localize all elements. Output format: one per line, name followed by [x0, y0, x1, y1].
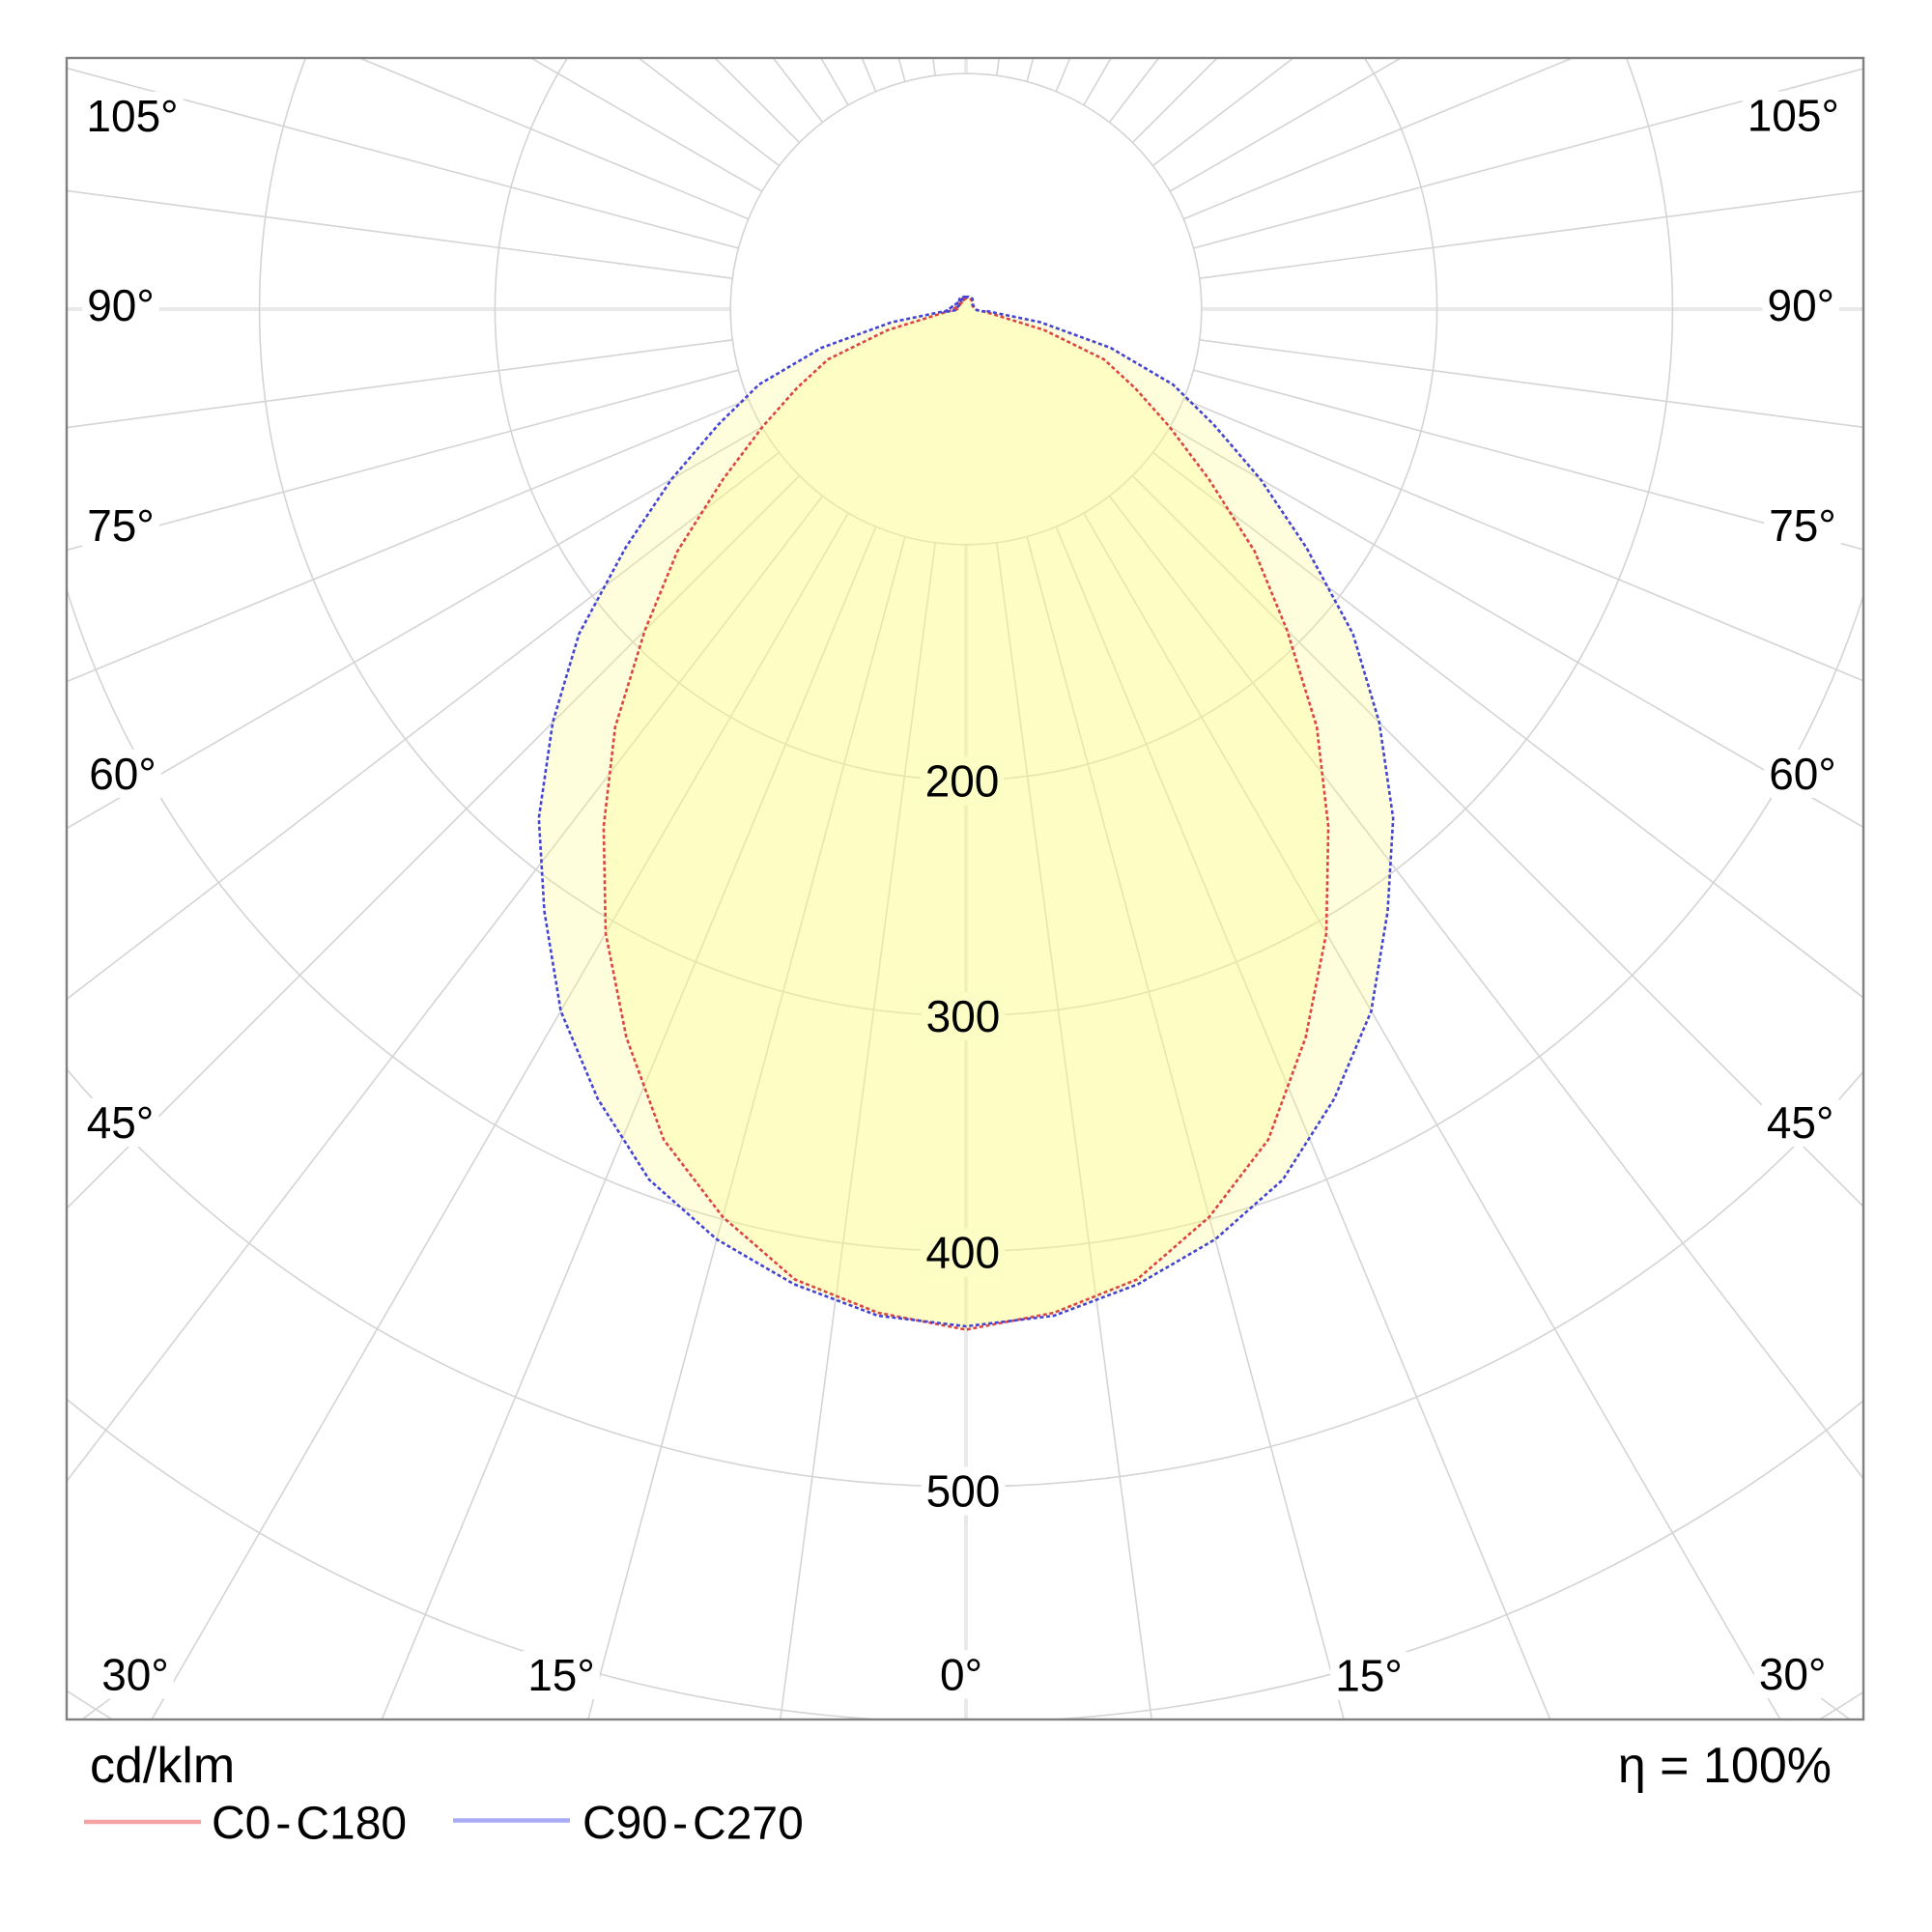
svg-text:200: 200	[925, 756, 1000, 807]
svg-text:60°: 60°	[89, 749, 156, 799]
svg-text:75°: 75°	[1769, 500, 1836, 551]
svg-text:45°: 45°	[87, 1097, 155, 1148]
svg-text:105°: 105°	[1747, 91, 1839, 141]
svg-text:30°: 30°	[101, 1650, 169, 1700]
svg-text:500: 500	[926, 1466, 1001, 1517]
svg-text:C90-C270: C90- C270	[582, 1798, 804, 1849]
svg-text:75°: 75°	[87, 500, 155, 551]
svg-text:45°: 45°	[1767, 1097, 1834, 1148]
svg-text:60°: 60°	[1769, 749, 1836, 799]
svg-text:15°: 15°	[527, 1650, 595, 1700]
svg-text:400: 400	[925, 1228, 1000, 1278]
svg-text:300: 300	[926, 991, 1001, 1041]
svg-text:105°: 105°	[86, 91, 178, 141]
svg-text:90°: 90°	[87, 280, 155, 330]
svg-text:90°: 90°	[1768, 280, 1835, 330]
svg-text:C0-C180: C0- C180	[212, 1798, 407, 1849]
svg-text:30°: 30°	[1759, 1649, 1827, 1699]
svg-text:η = 100%: η = 100%	[1618, 1738, 1832, 1794]
svg-text:0°: 0°	[940, 1650, 982, 1700]
svg-text:cd/klm: cd/klm	[90, 1738, 235, 1794]
svg-text:15°: 15°	[1335, 1651, 1403, 1701]
